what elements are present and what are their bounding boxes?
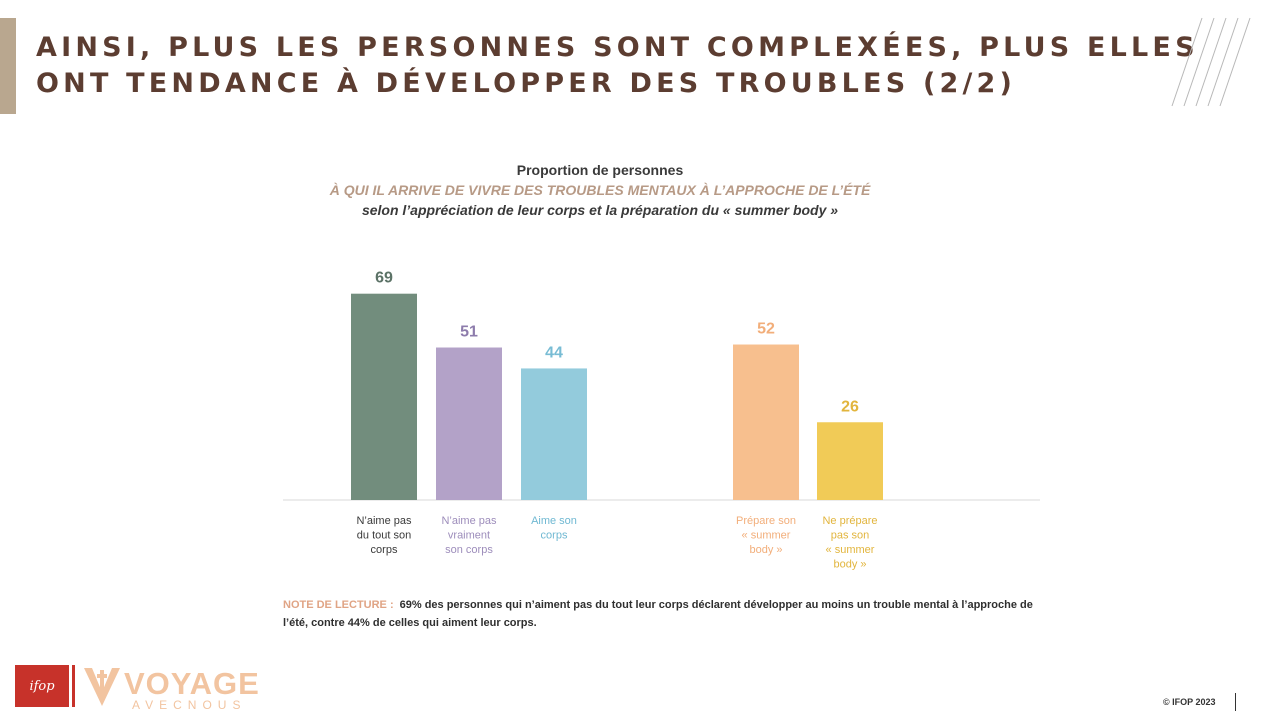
reading-note-label: NOTE DE LECTURE :	[283, 599, 394, 611]
category-label-4-line-2: « summer	[742, 530, 791, 542]
category-label-1-line-1: N’aime pas	[356, 515, 412, 527]
voyage-logo-text: VOYAGE	[124, 666, 260, 701]
ifop-logo-text: ifop	[29, 678, 55, 694]
voyage-avecnous-logo: VOYAGE AVECNOUS	[80, 662, 270, 712]
category-label-5-line-2: pas son	[831, 530, 870, 542]
category-label-5-line-4: body »	[833, 559, 866, 571]
subtitle-line-1: Proportion de personnes	[516, 162, 684, 178]
bar-1	[351, 293, 417, 500]
ifop-logo: ifop	[15, 665, 69, 707]
page-title-line-2: ONT TENDANCE À DÉVELOPPER DES TROUBLES (…	[36, 68, 1017, 99]
subtitle-line-2: À QUI IL ARRIVE DE VIVRE DES TROUBLES ME…	[329, 182, 871, 198]
reading-note-text: 69% des personnes qui n’aiment pas du to…	[283, 599, 1033, 629]
category-label-2-line-1: N’aime pas	[441, 515, 497, 527]
bar-value-label-5: 26	[841, 398, 859, 415]
category-label-1-line-3: corps	[371, 544, 398, 556]
category-label-4-line-3: body »	[749, 544, 782, 556]
bar-value-label-2: 51	[460, 324, 478, 341]
copyright-divider	[1235, 693, 1236, 711]
chart-subtitle: Proportion de personnes À QUI IL ARRIVE …	[230, 160, 970, 220]
logo-separator	[72, 665, 75, 707]
bar-5	[817, 422, 883, 500]
bar-3	[521, 368, 587, 500]
category-label-1-line-2: du tout son	[357, 530, 411, 542]
category-label-5-line-1: Ne prépare	[822, 515, 877, 527]
page-title-line-1: AINSI, PLUS LES PERSONNES SONT COMPLEXÉE…	[36, 32, 1199, 63]
category-label-5-line-3: « summer	[826, 544, 875, 556]
bar-value-label-4: 52	[757, 321, 775, 338]
bar-4	[733, 344, 799, 500]
copyright: © IFOP 2023	[1163, 697, 1216, 707]
subtitle-line-3: selon l’appréciation de leur corps et la…	[361, 202, 839, 218]
avecnous-logo-text: AVECNOUS	[132, 698, 247, 712]
title-accent-bar	[0, 18, 16, 114]
bar-value-label-1: 69	[375, 270, 393, 287]
category-label-4-line-1: Prépare son	[736, 515, 796, 527]
category-label-2-line-2: vraiment	[448, 530, 490, 542]
category-label-3-line-2: corps	[541, 530, 568, 542]
category-label-2-line-3: son corps	[445, 544, 493, 556]
decorative-hatch-lines	[1171, 17, 1251, 107]
reading-note: NOTE DE LECTURE :69% des personnes qui n…	[283, 596, 1043, 632]
category-label-3-line-1: Aime son	[531, 515, 577, 527]
bar-value-label-3: 44	[545, 344, 563, 361]
bar-2	[436, 347, 502, 500]
page-title: AINSI, PLUS LES PERSONNES SONT COMPLEXÉE…	[36, 30, 1199, 102]
voyage-logo-emblem-icon	[84, 668, 120, 706]
